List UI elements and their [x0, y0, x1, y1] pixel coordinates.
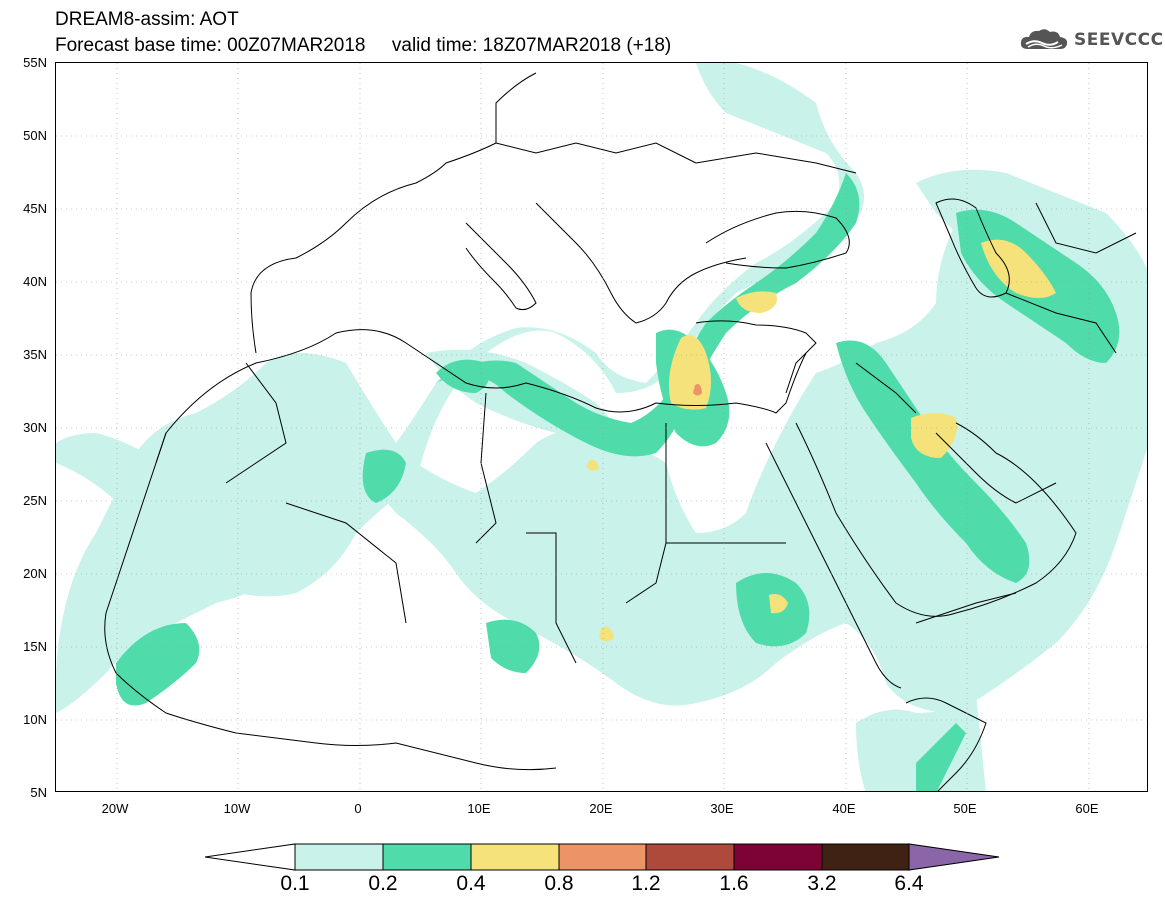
lon-label-30e: 30E — [710, 801, 734, 816]
colorbar-over-arrow — [908, 843, 1000, 871]
colorbar-label-6-4: 6.4 — [894, 872, 924, 895]
colorbar-swatch-4 — [558, 843, 647, 871]
aot-band-tunisia — [436, 359, 490, 393]
border-algeria-libya — [475, 392, 497, 544]
aot-band-libya-anatolia — [436, 173, 860, 457]
aot-band-senegal — [116, 623, 200, 706]
border-sudan-egypt — [625, 542, 667, 604]
map-title: DREAM8-assim: AOT — [55, 9, 239, 30]
aot-field-high — [586, 239, 1056, 642]
lon-label-60e: 60E — [1075, 801, 1099, 816]
aot-region-east-africa — [856, 693, 986, 791]
aot-peak-sudan — [769, 594, 788, 614]
coastline-italy — [465, 222, 537, 311]
border-mali-niger — [285, 502, 407, 624]
colorbar-swatch-5 — [645, 843, 735, 871]
colorbar-swatch-3 — [470, 843, 560, 871]
border-iran-turkmenistan — [1005, 292, 1117, 354]
coastline-horn-africa — [905, 697, 987, 791]
aot-colorbar — [205, 843, 1000, 871]
lon-label-20w: 20W — [101, 801, 129, 816]
lat-label-55n: 55N — [23, 55, 47, 70]
cloud-icon — [1020, 29, 1068, 49]
colorbar-swatch-7 — [821, 843, 910, 871]
colorbar-label-0-2: 0.2 — [368, 872, 398, 895]
forecast-time-line: Forecast base time: 00Z07MAR2018 valid t… — [55, 35, 672, 56]
border-iraq-iran — [855, 362, 917, 414]
aot-map — [55, 62, 1148, 792]
lat-label-35n: 35N — [23, 347, 47, 362]
lon-label-10e: 10E — [467, 801, 491, 816]
colorbar-label-0-4: 0.4 — [456, 872, 486, 895]
aot-band-horn — [916, 723, 966, 791]
lat-label-5n: 5N — [30, 785, 47, 800]
colorbar-label-1-6: 1.6 — [719, 872, 749, 895]
border-central-europe — [495, 142, 697, 164]
colorbar-label-0-8: 0.8 — [544, 872, 574, 895]
border-saudi-yemen — [915, 592, 1017, 624]
coastline-gulf — [935, 432, 1057, 504]
border-ukraine-russia — [695, 152, 857, 174]
coastline-turkey-levant — [695, 320, 817, 394]
coastline-red-sea — [765, 442, 902, 689]
colorbar-swatch-1 — [294, 843, 384, 871]
lon-label-40e: 40E — [832, 801, 856, 816]
lat-label-25n: 25N — [23, 493, 47, 508]
aot-peak-chad — [599, 626, 614, 642]
aot-region-west-africa — [56, 433, 416, 597]
coastline-balkans-greece — [535, 202, 747, 324]
lat-label-15n: 15N — [23, 639, 47, 654]
aot-region-sahara-sahel — [156, 183, 1147, 713]
aot-peak-kuwait — [911, 413, 957, 458]
colorbar-under-arrow — [205, 843, 296, 871]
colorbar-label-0-1: 0.1 — [280, 872, 310, 895]
coastline-west-africa — [104, 432, 557, 771]
lon-label-10w: 10W — [223, 801, 251, 816]
aot-peak-turkmenistan — [981, 239, 1056, 298]
aot-band-chad — [486, 619, 540, 673]
colorbar-label-3-2: 3.2 — [807, 872, 837, 895]
lat-label-10n: 10N — [23, 712, 47, 727]
aot-field-very-high — [693, 384, 702, 396]
colorbar-label-1-2: 1.2 — [631, 872, 661, 895]
colorbar-swatch-2 — [382, 843, 472, 871]
border-morocco-algeria — [225, 362, 287, 484]
coastline-north-africa — [155, 329, 807, 464]
lat-label-20n: 20N — [23, 566, 47, 581]
lat-label-45n: 45N — [23, 201, 47, 216]
coastline-arabia — [795, 422, 1077, 617]
aot-band-iraq-gulf — [836, 340, 1030, 583]
country-borders — [104, 72, 1137, 791]
lat-label-50n: 50N — [23, 128, 47, 143]
lat-label-40n: 40N — [23, 274, 47, 289]
lon-label-20e: 20E — [589, 801, 613, 816]
aot-peak-aegean — [736, 291, 777, 313]
coastline-europe — [250, 72, 537, 354]
lon-label-50e: 50E — [953, 801, 977, 816]
lat-label-30n: 30N — [23, 420, 47, 435]
colorbar-swatch-6 — [733, 843, 823, 871]
border-chad-sudan — [526, 532, 577, 664]
seevccc-logo: SEEVCCC — [1018, 26, 1164, 54]
coastline-caspian — [935, 198, 1010, 298]
border-kazakhstan — [1035, 202, 1137, 254]
coastline-black-sea — [705, 210, 850, 269]
map-gridlines — [56, 63, 1147, 791]
aot-band-mali — [362, 449, 406, 503]
aot-max-egypt — [693, 384, 702, 396]
aot-peak-libya — [586, 460, 599, 471]
lon-label-0: 0 — [354, 801, 362, 816]
logo-text: SEEVCCC — [1074, 30, 1164, 50]
